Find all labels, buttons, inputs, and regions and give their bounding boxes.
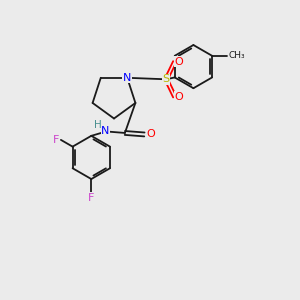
- Text: O: O: [147, 130, 155, 140]
- Text: H: H: [94, 120, 102, 130]
- Text: F: F: [53, 135, 60, 145]
- Text: O: O: [174, 92, 183, 102]
- Text: N: N: [101, 127, 110, 136]
- Text: N: N: [123, 73, 131, 83]
- Text: S: S: [163, 74, 170, 84]
- Text: F: F: [88, 193, 94, 203]
- Text: CH₃: CH₃: [228, 51, 244, 60]
- Text: O: O: [174, 57, 183, 67]
